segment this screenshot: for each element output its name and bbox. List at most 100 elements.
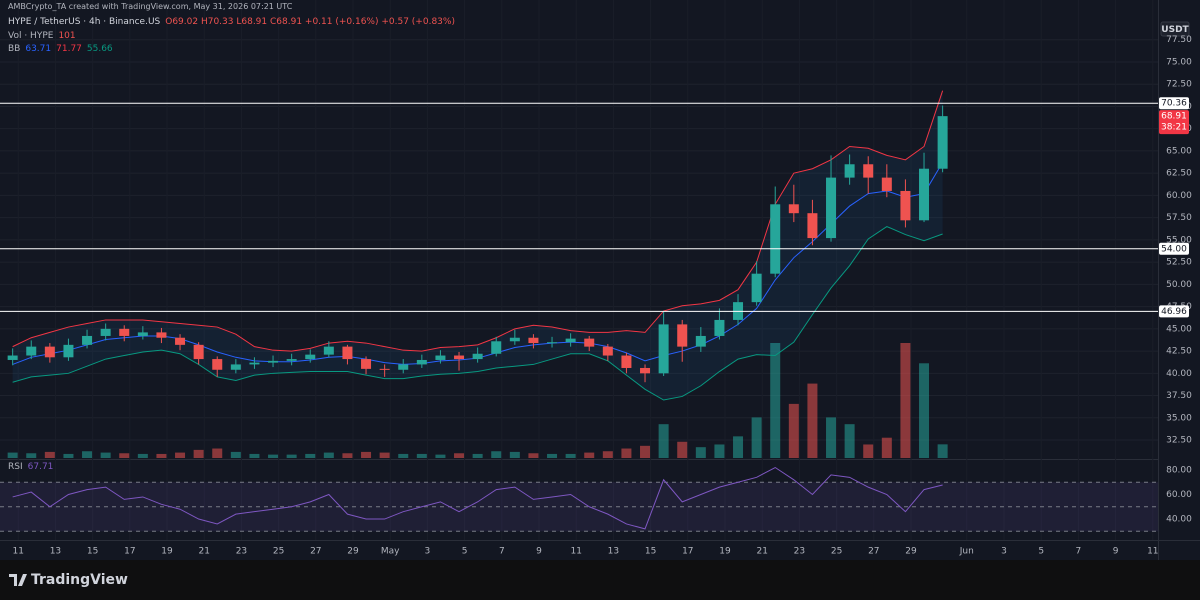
- x-tick-label: 5: [462, 547, 468, 557]
- candle-body: [565, 338, 576, 343]
- rsi-legend: RSI 67.71: [8, 462, 58, 472]
- volume-bar: [881, 437, 892, 458]
- level-tag: [1159, 242, 1189, 255]
- candle-body: [621, 355, 632, 368]
- volume-bar: [212, 448, 223, 458]
- rsi-tick-label: 40.00: [1166, 515, 1192, 525]
- x-tick-label: 15: [87, 547, 98, 557]
- candle-body: [881, 177, 892, 191]
- candle-body: [491, 341, 502, 354]
- x-tick-label: 25: [831, 547, 842, 557]
- credit: AMBCrypto_TA created with TradingView.co…: [8, 2, 293, 11]
- y-tick-label: 35.00: [1166, 413, 1192, 423]
- volume-label: Vol · HYPE: [8, 31, 54, 41]
- volume-bar: [286, 454, 297, 458]
- candle-body: [7, 355, 18, 360]
- x-tick-label: 21: [198, 547, 209, 557]
- candle-body: [770, 204, 781, 274]
- candle-body: [193, 344, 204, 360]
- volume-bar: [900, 343, 911, 458]
- level-tag: [1159, 305, 1189, 318]
- volume-bar: [119, 453, 130, 458]
- bb-lower-value: 55.66: [86, 44, 113, 54]
- bb-fill: [12, 90, 943, 401]
- candle-body: [900, 190, 911, 221]
- candle-body: [398, 364, 409, 370]
- candle-body: [528, 337, 539, 344]
- volume-bar: [807, 383, 818, 458]
- volume-bar: [249, 453, 260, 458]
- volume-bar: [788, 403, 799, 458]
- volume-bar: [584, 452, 595, 458]
- candle-body: [454, 355, 465, 360]
- chart-background: [0, 0, 1200, 560]
- x-tick-label: 27: [868, 547, 879, 557]
- countdown: 38:21: [1161, 123, 1187, 133]
- x-tick-label: May: [381, 547, 400, 557]
- volume-bar: [137, 453, 148, 458]
- y-tick-label: 75.00: [1166, 57, 1192, 67]
- candle-body: [175, 337, 186, 345]
- volume-bar: [44, 451, 55, 458]
- volume-bar: [398, 453, 409, 458]
- candle-body: [212, 359, 223, 370]
- candle-body: [286, 359, 297, 361]
- y-tick-label: 60.00: [1166, 191, 1192, 201]
- x-tick-label: 29: [905, 547, 917, 557]
- candle-body: [658, 324, 669, 374]
- volume-bar: [621, 448, 632, 458]
- level-tag: [1159, 97, 1189, 110]
- logo: TradingView: [9, 572, 128, 588]
- x-tick-label: 19: [719, 547, 731, 557]
- candle-body: [342, 346, 353, 360]
- y-tick-label: 62.50: [1166, 169, 1192, 179]
- candle-body: [137, 332, 148, 336]
- level-label: 70.36: [1161, 99, 1187, 109]
- candle-body: [379, 368, 390, 370]
- candle-body: [584, 338, 595, 347]
- volume-bar: [361, 451, 372, 458]
- x-tick-label: 17: [682, 547, 693, 557]
- x-tick-label: 13: [50, 547, 61, 557]
- x-tick-label: 7: [499, 547, 505, 557]
- x-tick-label: Jun: [959, 547, 974, 557]
- volume-bar: [268, 454, 279, 458]
- volume-bar: [82, 451, 93, 458]
- y-tick-label: 55.00: [1166, 235, 1192, 245]
- volume-bar: [677, 441, 688, 458]
- volume-bar: [379, 452, 390, 458]
- volume-bar: [416, 453, 427, 458]
- candle-body: [826, 177, 837, 239]
- volume-bar: [230, 451, 241, 458]
- candle-body: [416, 359, 427, 365]
- y-tick-label: 37.50: [1166, 391, 1192, 401]
- symbol: HYPE / TetherUS · 4h · Binance.US: [8, 17, 161, 27]
- volume-bar: [547, 453, 558, 458]
- candle-body: [602, 346, 613, 356]
- candle-body: [100, 328, 111, 336]
- footer-background: [0, 560, 1200, 600]
- currency-box[interactable]: [1160, 21, 1190, 37]
- volume-legend: Vol · HYPE 101: [8, 31, 81, 41]
- candle-body: [44, 346, 55, 358]
- last-price-label: 68.91: [1161, 112, 1187, 122]
- bb-middle-value: 63.71: [25, 44, 52, 54]
- volume-bar: [826, 417, 837, 458]
- candle-body: [119, 328, 130, 336]
- candle-body: [63, 344, 74, 358]
- volume-bar: [491, 451, 502, 458]
- y-tick-label: 32.50: [1166, 436, 1192, 446]
- candle-body: [323, 346, 334, 355]
- candle-body: [844, 164, 855, 178]
- candle-body: [435, 355, 446, 360]
- x-tick-label: 3: [425, 547, 431, 557]
- candle-body: [714, 319, 725, 336]
- candle-body: [695, 335, 706, 347]
- volume-bar: [193, 449, 204, 458]
- logo-text: TradingView: [31, 572, 128, 588]
- x-tick-label: 19: [161, 547, 173, 557]
- volume-bar: [658, 424, 669, 458]
- symbol-row: HYPE / TetherUS · 4h · Binance.US O69.02 …: [8, 17, 460, 27]
